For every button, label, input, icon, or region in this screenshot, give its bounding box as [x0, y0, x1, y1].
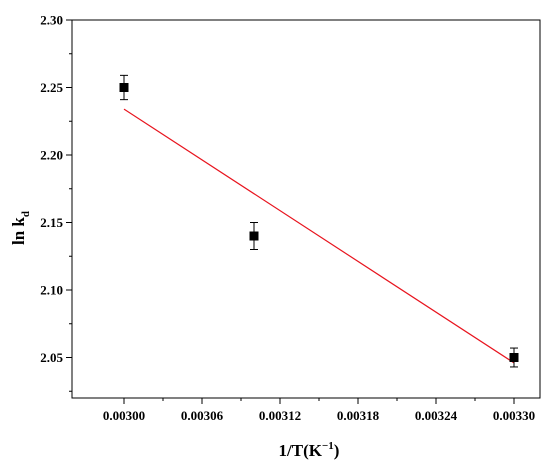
plot-frame	[71, 19, 541, 399]
plot-axes	[71, 19, 541, 399]
fit-line-group	[123, 108, 515, 364]
x-tick-label: 0.00318	[337, 408, 380, 423]
y-tick-label: 2.05	[40, 350, 63, 365]
y-tick-label: 2.20	[40, 148, 63, 163]
y-tick-label: 2.25	[40, 80, 63, 95]
x-tick-label: 0.00306	[181, 408, 224, 423]
axis-ticks: 0.00300 0.00306 0.00312 0.00318 0.00324 0.003…	[40, 13, 535, 424]
fit-line	[123, 108, 515, 364]
x-tick-label: 0.00300	[103, 408, 145, 423]
data-points-group	[119, 74, 519, 368]
y-axis-title: ln kd	[9, 211, 32, 245]
y-tick-label: 2.30	[40, 13, 63, 28]
y-tick-label: 2.15	[40, 215, 63, 230]
data-point-square	[509, 353, 519, 362]
x-tick-label: 0.00330	[493, 408, 535, 423]
data-point-square	[119, 83, 129, 92]
data-point-square	[249, 231, 259, 241]
y-tick-label: 2.10	[40, 283, 63, 298]
x-tick-label: 0.00324	[415, 408, 458, 423]
x-axis-title: 1/T(K−1)	[279, 440, 340, 460]
x-tick-label: 0.00312	[259, 408, 301, 423]
